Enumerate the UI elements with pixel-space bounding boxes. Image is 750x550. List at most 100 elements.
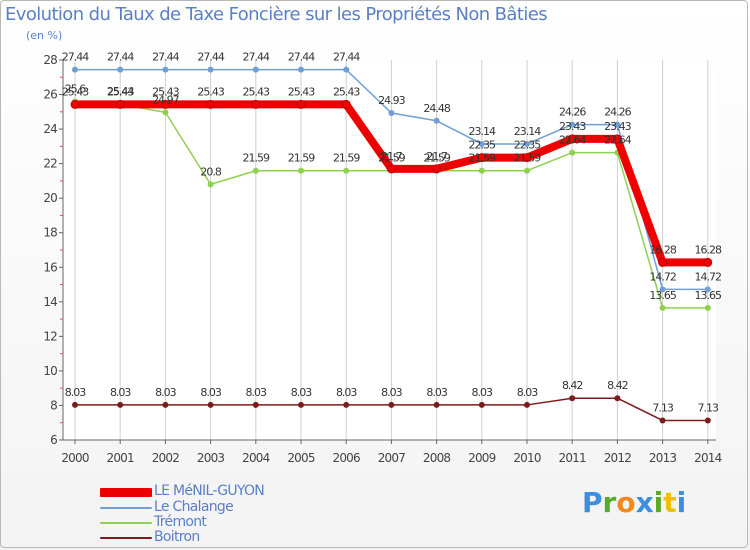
data-point-le-menil-guyon bbox=[567, 134, 577, 144]
data-label-le-menil-guyon: 16.28 bbox=[649, 243, 676, 256]
data-label-boitron: 8.03 bbox=[517, 386, 538, 399]
data-label-le-menil-guyon: 23.43 bbox=[604, 120, 631, 133]
y-tick-label: 18 bbox=[43, 226, 57, 240]
data-point-le-menil-guyon bbox=[522, 153, 532, 163]
data-point-tremont bbox=[298, 167, 304, 174]
data-point-boitron bbox=[388, 401, 395, 408]
data-label-boitron: 8.03 bbox=[200, 386, 221, 399]
data-label-le-chalange: 27.44 bbox=[288, 51, 315, 64]
x-tick-label: 2007 bbox=[378, 451, 406, 465]
data-label-tremont: 21.59 bbox=[514, 152, 541, 165]
data-label-le-chalange: 27.44 bbox=[243, 51, 270, 64]
data-point-le-chalange bbox=[162, 66, 169, 73]
y-tick-label: 24 bbox=[43, 122, 57, 136]
data-label-le-chalange: 27.44 bbox=[62, 51, 89, 64]
data-label-tremont: 20.8 bbox=[200, 165, 221, 178]
data-label-boitron: 7.13 bbox=[652, 401, 673, 414]
y-tick-label: 8 bbox=[50, 398, 57, 412]
data-point-tremont bbox=[478, 167, 485, 174]
legend-swatch-le-chalange bbox=[100, 507, 152, 509]
legend-label-tremont: Trémont bbox=[154, 514, 207, 530]
x-tick-label: 2003 bbox=[197, 451, 225, 465]
data-label-tremont: 13.65 bbox=[695, 289, 722, 302]
y-tick-label: 16 bbox=[43, 260, 57, 274]
legend-item-le-menil-guyon: LE MéNIL-GUYON bbox=[100, 483, 360, 499]
x-tick-label: 2014 bbox=[694, 451, 722, 465]
data-point-le-menil-guyon bbox=[160, 99, 170, 109]
x-tick-label: 2004 bbox=[242, 451, 270, 465]
legend-label-le-chalange: Le Chalange bbox=[154, 499, 234, 515]
data-label-le-menil-guyon: 22.35 bbox=[514, 139, 541, 152]
data-label-boitron: 8.03 bbox=[336, 386, 357, 399]
data-point-le-menil-guyon bbox=[612, 134, 622, 144]
data-point-tremont bbox=[569, 149, 576, 156]
data-label-le-menil-guyon: 16.28 bbox=[695, 243, 722, 256]
data-label-le-chalange: 14.72 bbox=[695, 270, 722, 283]
data-label-le-chalange: 14.72 bbox=[649, 270, 676, 283]
y-tick-label: 10 bbox=[43, 364, 57, 378]
logo-letter: i bbox=[653, 486, 664, 519]
data-point-boitron bbox=[207, 401, 214, 408]
data-label-le-menil-guyon: 22.35 bbox=[469, 139, 496, 152]
legend-item-le-chalange: Le Chalange bbox=[100, 499, 360, 515]
data-point-boitron bbox=[704, 417, 711, 424]
data-point-le-chalange bbox=[433, 117, 440, 124]
y-tick-label: 12 bbox=[43, 329, 57, 343]
data-point-tremont bbox=[704, 304, 711, 311]
data-label-tremont: 21.59 bbox=[423, 152, 450, 165]
data-point-le-menil-guyon bbox=[477, 153, 487, 163]
data-label-le-chalange: 24.26 bbox=[559, 106, 586, 119]
data-point-le-chalange bbox=[252, 66, 259, 73]
data-point-le-chalange bbox=[72, 66, 78, 73]
data-point-le-menil-guyon bbox=[341, 99, 351, 109]
data-label-le-menil-guyon: 25.43 bbox=[197, 85, 224, 98]
data-label-tremont: 25.44 bbox=[107, 85, 134, 98]
data-label-tremont: 21.59 bbox=[469, 152, 496, 165]
data-point-le-menil-guyon bbox=[206, 99, 216, 109]
data-point-le-menil-guyon bbox=[703, 257, 713, 267]
data-label-tremont: 22.64 bbox=[604, 134, 631, 147]
data-point-le-chalange bbox=[569, 121, 576, 128]
x-tick-label: 2002 bbox=[152, 451, 180, 465]
data-label-le-menil-guyon: 25.43 bbox=[243, 85, 270, 98]
data-point-le-chalange bbox=[207, 66, 214, 73]
data-point-boitron bbox=[252, 401, 259, 408]
data-label-le-menil-guyon: 25.43 bbox=[152, 85, 179, 98]
data-point-le-menil-guyon bbox=[386, 164, 396, 174]
data-label-le-menil-guyon: 25.43 bbox=[333, 85, 360, 98]
legend-label-boitron: Boitron bbox=[154, 529, 200, 545]
proxiti-logo: Proxiti bbox=[582, 486, 686, 519]
data-point-boitron bbox=[659, 417, 666, 424]
data-label-le-menil-guyon: 25.43 bbox=[62, 85, 89, 98]
data-label-boitron: 8.03 bbox=[291, 386, 312, 399]
data-label-boitron: 8.42 bbox=[607, 379, 628, 392]
data-point-boitron bbox=[72, 401, 78, 408]
logo-letter: t bbox=[663, 486, 677, 519]
data-point-tremont bbox=[659, 304, 666, 311]
y-tick-label: 22 bbox=[43, 157, 57, 171]
data-label-le-chalange: 27.44 bbox=[107, 51, 134, 64]
x-tick-label: 2005 bbox=[287, 451, 315, 465]
data-point-le-menil-guyon bbox=[658, 257, 668, 267]
data-label-boitron: 8.03 bbox=[65, 386, 86, 399]
data-label-tremont: 13.65 bbox=[649, 289, 676, 302]
data-point-le-chalange bbox=[478, 140, 485, 147]
x-tick-label: 2009 bbox=[468, 451, 496, 465]
data-point-boitron bbox=[117, 401, 124, 408]
legend-swatch-boitron bbox=[100, 537, 152, 539]
data-point-le-menil-guyon bbox=[432, 164, 442, 174]
data-point-tremont bbox=[252, 167, 259, 174]
data-label-le-menil-guyon: 25.43 bbox=[288, 85, 315, 98]
data-label-boitron: 8.03 bbox=[246, 386, 267, 399]
logo-letter: x bbox=[635, 486, 654, 519]
legend-swatch-le-menil-guyon bbox=[100, 488, 152, 497]
data-label-boitron: 8.03 bbox=[155, 386, 176, 399]
chart-title: Evolution du Taux de Taxe Foncière sur l… bbox=[5, 4, 548, 25]
data-point-tremont bbox=[524, 167, 530, 174]
y-tick-label: 20 bbox=[43, 191, 57, 205]
x-tick-label: 2012 bbox=[604, 451, 632, 465]
data-point-le-chalange bbox=[659, 286, 666, 293]
data-label-le-chalange: 23.14 bbox=[514, 125, 541, 138]
